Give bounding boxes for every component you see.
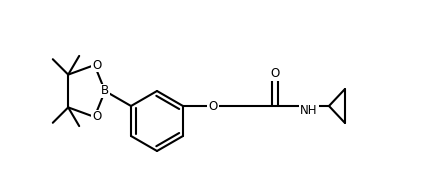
Text: O: O bbox=[208, 99, 218, 112]
Text: B: B bbox=[101, 84, 109, 98]
Text: O: O bbox=[271, 68, 279, 80]
Text: O: O bbox=[92, 59, 101, 71]
Text: O: O bbox=[92, 111, 101, 123]
Text: NH: NH bbox=[300, 103, 318, 117]
